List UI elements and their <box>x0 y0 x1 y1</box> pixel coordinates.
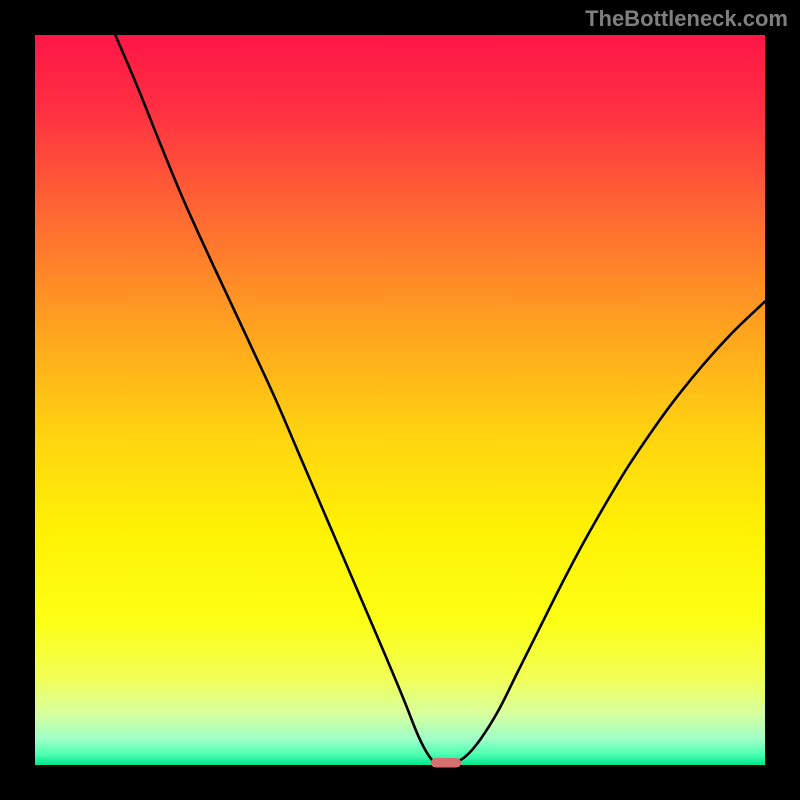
optimal-marker <box>431 758 462 767</box>
watermark-label: TheBottleneck.com <box>585 6 788 32</box>
plot-background <box>35 35 765 765</box>
bottleneck-chart <box>0 0 800 800</box>
chart-container: TheBottleneck.com <box>0 0 800 800</box>
